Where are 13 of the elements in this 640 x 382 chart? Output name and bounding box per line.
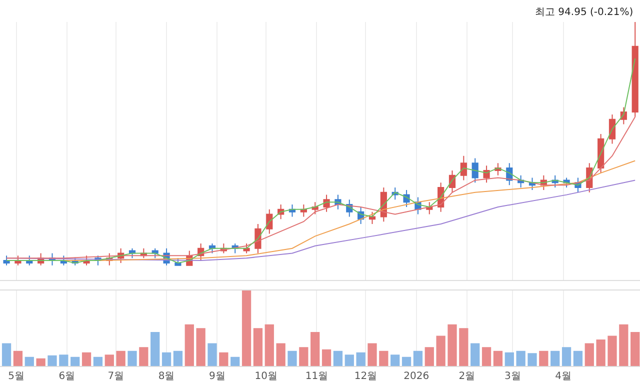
x-tick-label: 4월: [555, 371, 572, 382]
x-tick-label: 5월: [8, 371, 25, 382]
annotation: 최고 94.95 (-0.21%): [535, 7, 634, 18]
x-tick-label: 6월: [58, 371, 76, 382]
x-tick-label: 2월: [458, 371, 476, 382]
x-tick-label: 10월: [254, 371, 278, 382]
x-tick-label: 12월: [354, 371, 378, 382]
x-tick-label: 3월: [504, 371, 521, 382]
x-tick-label: 9월: [208, 371, 226, 382]
x-tick-label: 7월: [108, 371, 124, 382]
x-tick-label: 11월: [305, 371, 328, 382]
x-tick-label: 8월: [158, 371, 175, 382]
x-tick-label: 2026: [404, 371, 430, 382]
